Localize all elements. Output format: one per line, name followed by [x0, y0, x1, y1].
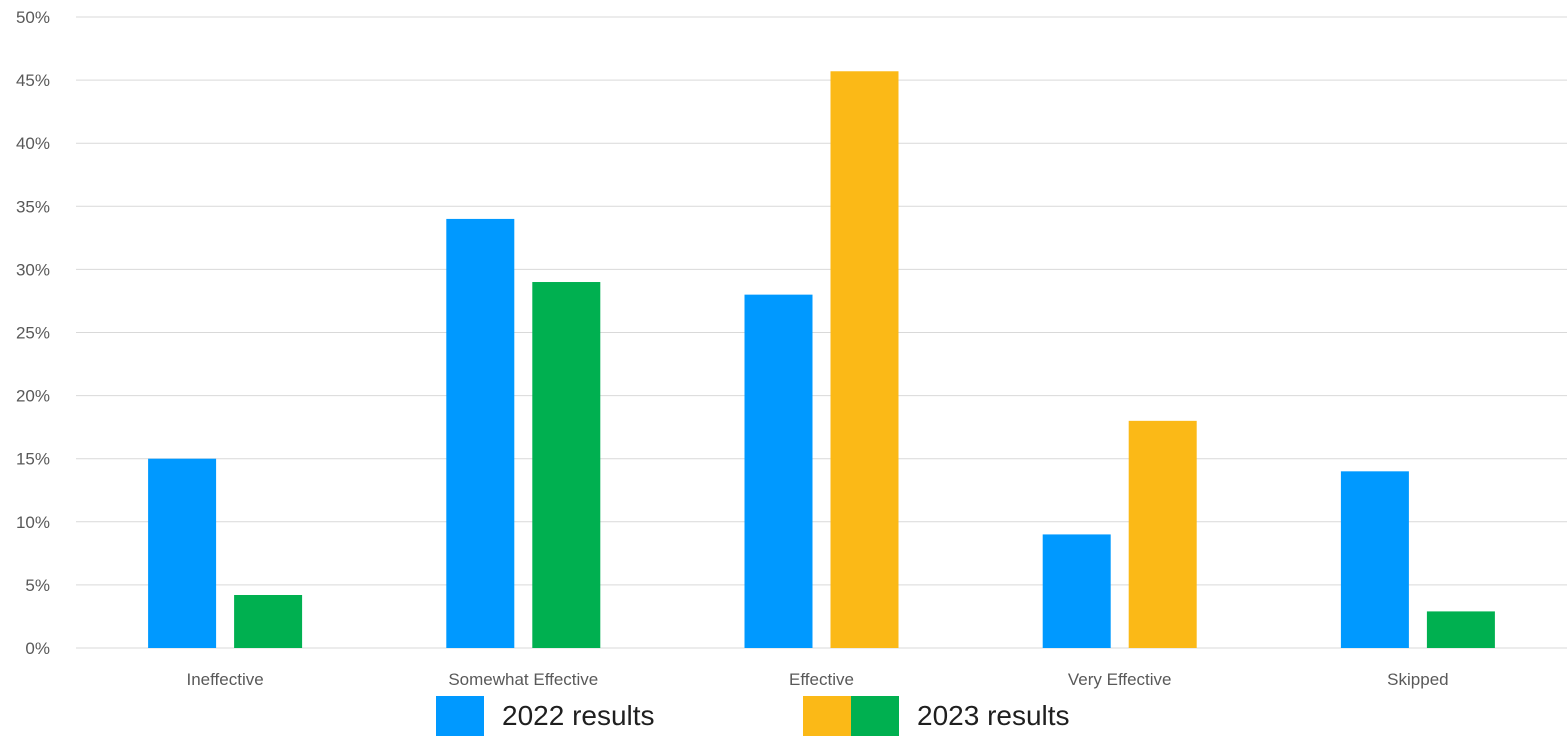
y-tick-label: 5% [25, 576, 50, 595]
legend-item-2022: 2022 results [436, 696, 655, 736]
y-tick-label: 40% [16, 134, 50, 153]
bar-2022 [148, 458, 217, 648]
legend-swatch-2023-yellow [803, 696, 851, 736]
bar-2023 [830, 71, 899, 649]
y-tick-label: 20% [16, 387, 50, 406]
y-tick-label: 30% [16, 260, 50, 279]
y-tick-label: 25% [16, 324, 50, 343]
x-category-label: Effective [789, 670, 854, 689]
legend-swatch-2022 [436, 696, 484, 736]
y-tick-label: 35% [16, 197, 50, 216]
bar-2022 [744, 294, 813, 648]
bar-2023 [234, 594, 303, 648]
legend-label-2022: 2022 results [502, 700, 655, 731]
x-category-label: Somewhat Effective [448, 670, 598, 689]
bar-2022 [1042, 534, 1111, 648]
x-category-label: Ineffective [187, 670, 264, 689]
y-tick-label: 15% [16, 450, 50, 469]
bar-2022 [1340, 471, 1409, 648]
legend-swatch-2023-green [851, 696, 899, 736]
bar-2023 [532, 282, 601, 648]
bar-2023 [1426, 611, 1495, 648]
y-tick-label: 50% [16, 8, 50, 27]
bar-2023 [1128, 420, 1197, 648]
legend-label-2023: 2023 results [917, 700, 1070, 731]
bar-2022 [446, 218, 515, 649]
y-tick-label: 10% [16, 513, 50, 532]
y-tick-label: 0% [25, 639, 50, 658]
y-tick-label: 45% [16, 71, 50, 90]
legend-item-2023: 2023 results [803, 696, 1070, 736]
x-category-label: Very Effective [1068, 670, 1172, 689]
x-category-label: Skipped [1387, 670, 1448, 689]
